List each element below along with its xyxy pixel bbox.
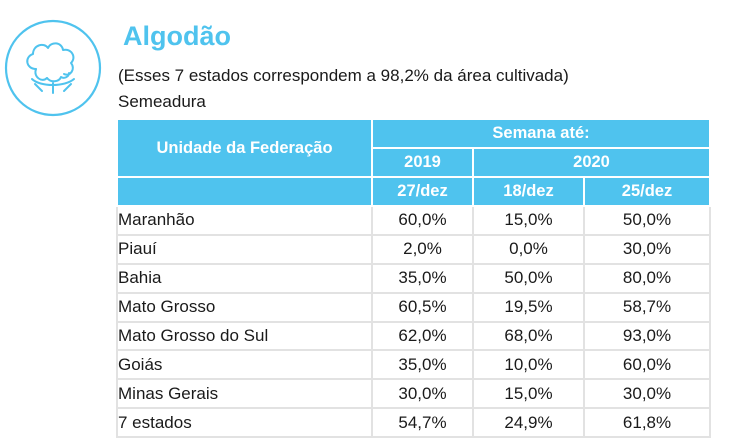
state-column-header: Unidade da Federação <box>116 118 373 178</box>
value-cell: 60,5% <box>371 291 474 323</box>
value-cell: 10,0% <box>472 349 585 381</box>
table-row: Mato Grosso 60,5% 19,5% 58,7% <box>116 291 712 323</box>
value-cell: 93,0% <box>582 320 712 352</box>
value-cell: 60,0% <box>371 205 474 236</box>
total-value: 54,7% <box>371 407 474 439</box>
value-cell: 62,0% <box>371 320 474 352</box>
date-header: 18/dez <box>472 176 585 207</box>
state-cell: Piauí <box>116 233 373 265</box>
value-cell: 50,0% <box>582 205 712 236</box>
week-header: Semana até: <box>370 118 712 149</box>
value-cell: 80,0% <box>582 262 712 294</box>
table-row: Piauí 2,0% 0,0% 30,0% <box>116 233 712 265</box>
value-cell: 35,0% <box>371 349 474 381</box>
year-2019-header: 2019 <box>371 147 474 178</box>
date-header: 27/dez <box>371 176 474 207</box>
cotton-icon <box>2 17 104 119</box>
table-row: Goiás 35,0% 10,0% 60,0% <box>116 349 712 381</box>
table-row: Minas Gerais 30,0% 15,0% 30,0% <box>116 378 712 410</box>
state-cell: Mato Grosso do Sul <box>116 320 373 352</box>
total-value: 24,9% <box>472 407 585 439</box>
value-cell: 0,0% <box>472 233 585 265</box>
state-cell: Bahia <box>116 262 373 294</box>
value-cell: 60,0% <box>582 349 712 381</box>
section-label: Semeadura <box>118 92 206 111</box>
value-cell: 30,0% <box>582 378 712 410</box>
page-subtitle: (Esses 7 estados correspondem a 98,2% da… <box>118 66 569 85</box>
date-header: 25/dez <box>582 176 712 207</box>
state-cell: Mato Grosso <box>116 291 373 323</box>
value-cell: 30,0% <box>371 378 474 410</box>
total-value: 61,8% <box>582 407 712 439</box>
value-cell: 35,0% <box>371 262 474 294</box>
state-cell: Maranhão <box>116 205 373 236</box>
state-cell: Minas Gerais <box>116 378 373 410</box>
page-title: Algodão <box>123 21 231 51</box>
blank-header-cell <box>116 176 373 207</box>
value-cell: 58,7% <box>582 291 712 323</box>
state-cell: Goiás <box>116 349 373 381</box>
value-cell: 30,0% <box>582 233 712 265</box>
value-cell: 15,0% <box>472 378 585 410</box>
table-row: Maranhão 60,0% 15,0% 50,0% <box>116 205 712 236</box>
total-label: 7 estados <box>116 407 373 439</box>
value-cell: 68,0% <box>472 320 585 352</box>
value-cell: 50,0% <box>472 262 585 294</box>
value-cell: 19,5% <box>472 291 585 323</box>
value-cell: 15,0% <box>472 205 585 236</box>
year-2020-header: 2020 <box>471 147 712 178</box>
table-row: Bahia 35,0% 50,0% 80,0% <box>116 262 712 294</box>
total-row: 7 estados 54,7% 24,9% 61,8% <box>116 407 712 439</box>
sowing-table: Unidade da Federação Semana até: 2019 20… <box>116 118 712 439</box>
table-row: Mato Grosso do Sul 62,0% 68,0% 93,0% <box>116 320 712 352</box>
value-cell: 2,0% <box>371 233 474 265</box>
